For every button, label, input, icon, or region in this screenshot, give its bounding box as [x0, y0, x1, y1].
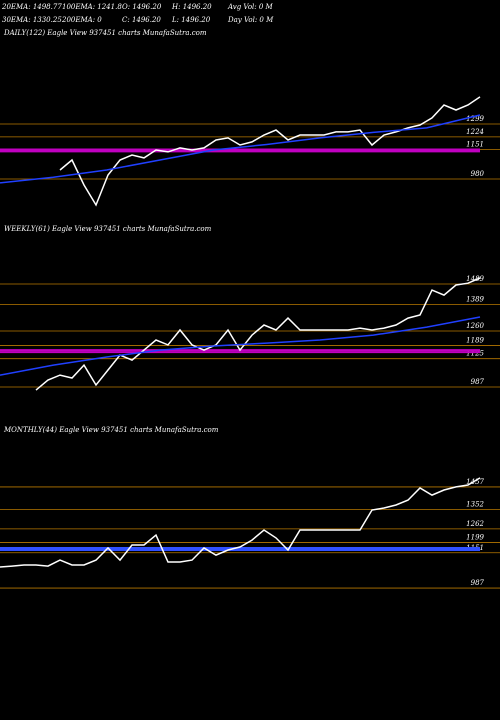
panel-title: DAILY(122) Eagle View 937451 charts Muna… — [3, 29, 207, 37]
panel-title: MONTHLY(44) Eagle View 937451 charts Mun… — [3, 426, 219, 434]
header-stat: 200EMA: 0 — [61, 16, 102, 24]
header-stat: L: 1496.20 — [171, 16, 211, 24]
level-label: 1352 — [466, 501, 484, 509]
level-label: 1489 — [466, 275, 484, 283]
level-label: 987 — [471, 378, 485, 386]
level-label: 1199 — [466, 533, 484, 541]
header-stat: 30EMA: 1330.25 — [2, 16, 62, 24]
series-line — [0, 477, 481, 568]
level-label: 1125 — [466, 350, 484, 358]
level-label: 1299 — [466, 115, 484, 123]
header-stat: Day Vol: 0 M — [227, 16, 274, 24]
level-label: 1262 — [466, 520, 484, 528]
level-label: 1189 — [466, 337, 484, 345]
panel-title: WEEKLY(61) Eagle View 937451 charts Muna… — [4, 225, 212, 233]
series-line — [0, 316, 481, 376]
header-stat: 100EMA: 1241.8 — [62, 3, 122, 11]
level-label: 1457 — [466, 478, 484, 486]
header-stat: C: 1496.20 — [122, 16, 161, 24]
level-label: 987 — [471, 579, 485, 587]
series-line — [35, 277, 481, 391]
series-line — [59, 96, 481, 207]
level-label: 1260 — [466, 322, 484, 330]
header-stat: H: 1496.20 — [171, 3, 212, 11]
header-stat: O: 1496.20 — [122, 3, 162, 11]
level-label: 980 — [471, 170, 485, 178]
level-label: 1151 — [466, 140, 484, 148]
header-stat: 20EMA: 1498.77 — [1, 3, 62, 11]
level-label: 1224 — [466, 128, 484, 136]
header-stat: Avg Vol: 0 M — [227, 3, 274, 11]
level-label: 1389 — [466, 296, 484, 304]
series-line — [0, 114, 481, 184]
